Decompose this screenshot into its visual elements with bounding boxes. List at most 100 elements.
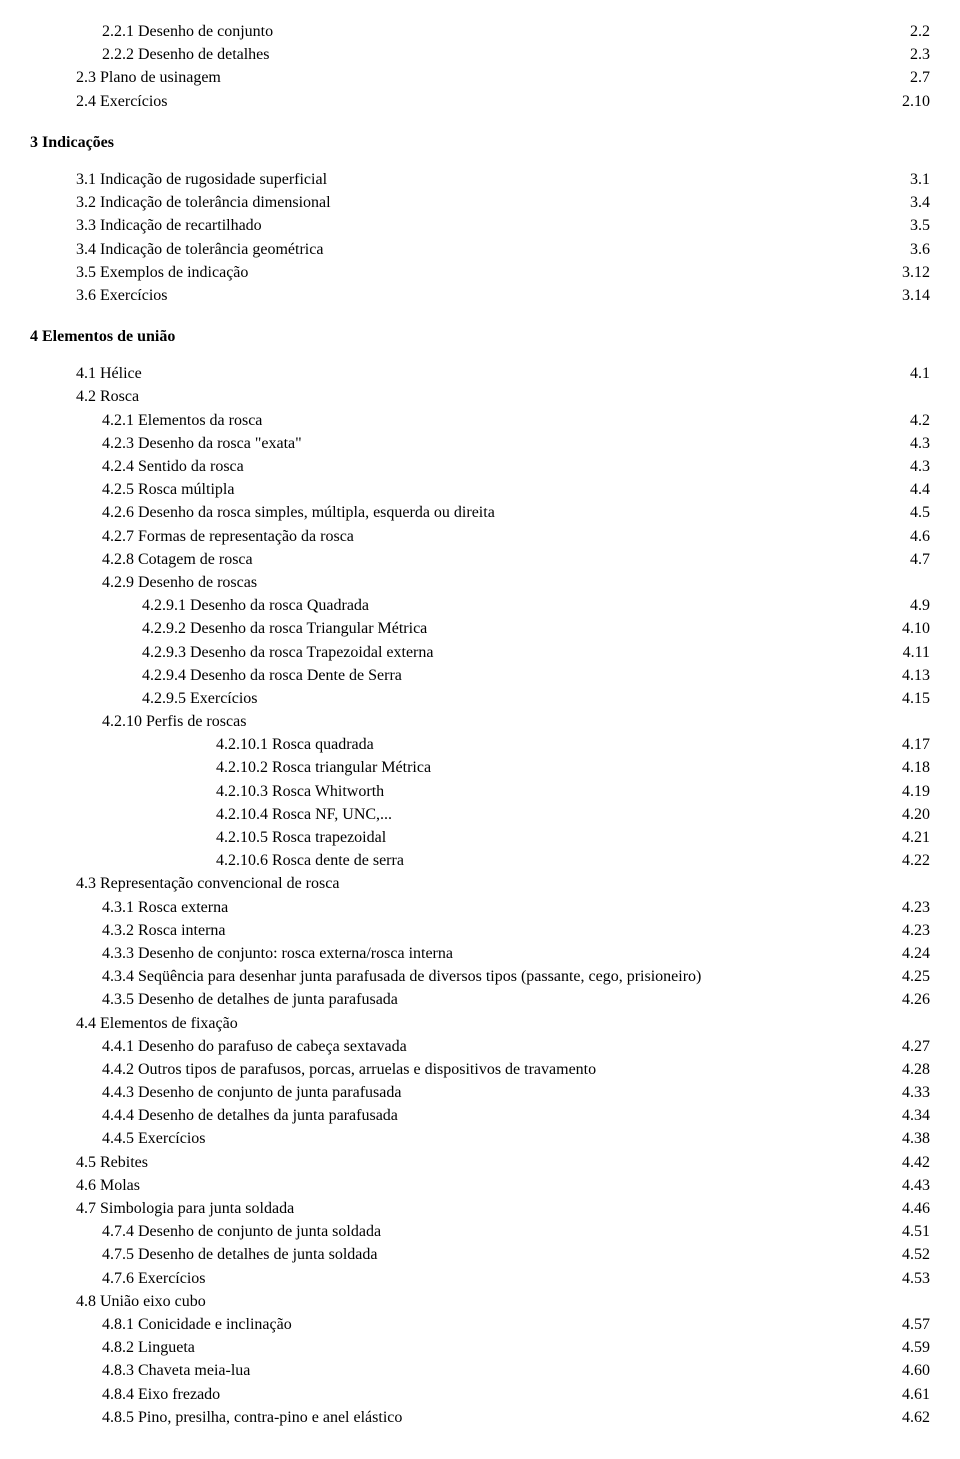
toc-entry: 4.2.10.3 Rosca Whitworth4.19 <box>30 780 930 803</box>
toc-entry-page: 4.38 <box>892 1127 930 1150</box>
toc-entry: 4.2.7 Formas de representação da rosca4.… <box>30 525 930 548</box>
toc-entry-page: 4.3 <box>900 455 930 478</box>
toc-entry: 4.8.5 Pino, presilha, contra-pino e anel… <box>30 1406 930 1429</box>
toc-entry-label: 4.3 Representação convencional de rosca <box>76 872 930 895</box>
toc-entry: 4.4.4 Desenho de detalhes da junta paraf… <box>30 1104 930 1127</box>
toc-entry-label: 4.8.2 Lingueta <box>102 1336 892 1359</box>
toc-entry-page: 4.6 <box>900 525 930 548</box>
toc-entry-page: 4.43 <box>892 1174 930 1197</box>
toc-entry: 4.8.4 Eixo frezado4.61 <box>30 1383 930 1406</box>
toc-entry-label: 4.7.6 Exercícios <box>102 1267 892 1290</box>
toc-entry: 4.2.6 Desenho da rosca simples, múltipla… <box>30 501 930 524</box>
toc-entry: 2.2.1 Desenho de conjunto2.2 <box>30 20 930 43</box>
toc-entry-label: 4.2.7 Formas de representação da rosca <box>102 525 900 548</box>
toc-entry-page: 4.57 <box>892 1313 930 1336</box>
toc-entry-label: 4.6 Molas <box>76 1174 892 1197</box>
toc-entry-page: 4.7 <box>900 548 930 571</box>
toc-entry-label: 4.2.10.1 Rosca quadrada <box>216 733 892 756</box>
toc-entry-page: 2.10 <box>892 90 930 113</box>
toc-entry-label: 4.2.9.4 Desenho da rosca Dente de Serra <box>142 664 892 687</box>
toc-entry: 3.4 Indicação de tolerância geométrica3.… <box>30 238 930 261</box>
toc-entry-page: 4.3 <box>900 432 930 455</box>
toc-entry-page: 4.2 <box>900 409 930 432</box>
toc-entry-label: 4.3.4 Seqüência para desenhar junta para… <box>102 965 892 988</box>
toc-entry-label: 4.3.2 Rosca interna <box>102 919 892 942</box>
toc-entry-label: 4.4.2 Outros tipos de parafusos, porcas,… <box>102 1058 892 1081</box>
toc-entry-page: 4.24 <box>892 942 930 965</box>
toc-entry-label: 4.2.4 Sentido da rosca <box>102 455 900 478</box>
toc-entry-label: 2.2.2 Desenho de detalhes <box>102 43 900 66</box>
toc-entry: 4.2.8 Cotagem de rosca4.7 <box>30 548 930 571</box>
toc-entry-label: 4.2.8 Cotagem de rosca <box>102 548 900 571</box>
toc-entry-page: 2.2 <box>900 20 930 43</box>
toc-entry-page: 4.52 <box>892 1243 930 1266</box>
toc-entry-label: 4.3.3 Desenho de conjunto: rosca externa… <box>102 942 892 965</box>
toc-entry-label: 4.8.3 Chaveta meia-lua <box>102 1359 892 1382</box>
toc-entry-label: 3.4 Indicação de tolerância geométrica <box>76 238 900 261</box>
toc-entry-page: 4.10 <box>892 617 930 640</box>
toc-entry-page: 4.51 <box>892 1220 930 1243</box>
toc-entry-label: 4 Elementos de união <box>30 325 930 348</box>
toc-entry: 4.2.1 Elementos da rosca4.2 <box>30 409 930 432</box>
toc-entry-page: 4.53 <box>892 1267 930 1290</box>
toc-entry-label: 4.2.1 Elementos da rosca <box>102 409 900 432</box>
toc-entry: 4.2.10.5 Rosca trapezoidal4.21 <box>30 826 930 849</box>
toc-entry: 4.2.10.2 Rosca triangular Métrica4.18 <box>30 756 930 779</box>
toc-entry-label: 3 Indicações <box>30 131 930 154</box>
toc-entry: 4.4.1 Desenho do parafuso de cabeça sext… <box>30 1035 930 1058</box>
toc-entry: 2.4 Exercícios2.10 <box>30 90 930 113</box>
toc-entry-label: 4.4.1 Desenho do parafuso de cabeça sext… <box>102 1035 892 1058</box>
toc-entry: 4.2.4 Sentido da rosca4.3 <box>30 455 930 478</box>
toc-entry: 3.6 Exercícios3.14 <box>30 284 930 307</box>
toc-entry: 3.5 Exemplos de indicação3.12 <box>30 261 930 284</box>
toc-entry: 4.2.10.1 Rosca quadrada4.17 <box>30 733 930 756</box>
toc-entry-label: 4.7 Simbologia para junta soldada <box>76 1197 892 1220</box>
toc-entry-page: 2.3 <box>900 43 930 66</box>
toc-entry: 3.2 Indicação de tolerância dimensional3… <box>30 191 930 214</box>
toc-entry: 4.5 Rebites4.42 <box>30 1151 930 1174</box>
toc-entry-page: 4.4 <box>900 478 930 501</box>
toc-entry-label: 2.3 Plano de usinagem <box>76 66 900 89</box>
toc-entry: 4.2.10 Perfis de roscas <box>30 710 930 733</box>
toc-entry-label: 4.2.9.5 Exercícios <box>142 687 892 710</box>
toc-entry-label: 4.3.1 Rosca externa <box>102 896 892 919</box>
toc-entry-page: 4.18 <box>892 756 930 779</box>
toc-entry-label: 4.2 Rosca <box>76 385 930 408</box>
toc-entry: 4.2.9 Desenho de roscas <box>30 571 930 594</box>
toc-entry-label: 4.7.5 Desenho de detalhes de junta solda… <box>102 1243 892 1266</box>
toc-entry-page: 4.25 <box>892 965 930 988</box>
toc-entry-label: 3.2 Indicação de tolerância dimensional <box>76 191 900 214</box>
toc-entry: 4.8.3 Chaveta meia-lua4.60 <box>30 1359 930 1382</box>
toc-entry-page: 4.11 <box>893 641 930 664</box>
toc-entry-label: 3.3 Indicação de recartilhado <box>76 214 900 237</box>
toc-entry-label: 3.1 Indicação de rugosidade superficial <box>76 168 900 191</box>
toc-entry: 4.3 Representação convencional de rosca <box>30 872 930 895</box>
toc-entry: 4.8.1 Conicidade e inclinação4.57 <box>30 1313 930 1336</box>
toc-entry-page: 4.61 <box>892 1383 930 1406</box>
toc-entry-page: 4.26 <box>892 988 930 1011</box>
toc-entry-label: 4.2.9.3 Desenho da rosca Trapezoidal ext… <box>142 641 893 664</box>
toc-entry-label: 4.2.10.5 Rosca trapezoidal <box>216 826 892 849</box>
toc-section-heading: 4 Elementos de união <box>30 325 930 348</box>
toc-entry-page: 4.33 <box>892 1081 930 1104</box>
toc-entry-label: 4.1 Hélice <box>76 362 900 385</box>
toc-entry-label: 4.7.4 Desenho de conjunto de junta solda… <box>102 1220 892 1243</box>
toc-entry-label: 4.2.10.3 Rosca Whitworth <box>216 780 892 803</box>
toc-entry-page: 4.9 <box>900 594 930 617</box>
toc-section-heading: 3 Indicações <box>30 131 930 154</box>
toc-entry-label: 4.4.5 Exercícios <box>102 1127 892 1150</box>
toc-entry-page: 3.1 <box>900 168 930 191</box>
toc-entry: 4.4.3 Desenho de conjunto de junta paraf… <box>30 1081 930 1104</box>
toc-entry: 4.2.9.2 Desenho da rosca Triangular Métr… <box>30 617 930 640</box>
toc-entry: 4.2.10.6 Rosca dente de serra4.22 <box>30 849 930 872</box>
toc-entry-page: 3.12 <box>892 261 930 284</box>
toc-entry-page: 4.46 <box>892 1197 930 1220</box>
toc-entry: 4.3.5 Desenho de detalhes de junta paraf… <box>30 988 930 1011</box>
toc-entry-label: 2.4 Exercícios <box>76 90 892 113</box>
toc-entry: 4.7.4 Desenho de conjunto de junta solda… <box>30 1220 930 1243</box>
toc-entry: 4.3.1 Rosca externa4.23 <box>30 896 930 919</box>
toc-entry-page: 4.20 <box>892 803 930 826</box>
toc-entry-label: 2.2.1 Desenho de conjunto <box>102 20 900 43</box>
toc-entry: 4.2.9.3 Desenho da rosca Trapezoidal ext… <box>30 641 930 664</box>
toc-entry-page: 4.60 <box>892 1359 930 1382</box>
